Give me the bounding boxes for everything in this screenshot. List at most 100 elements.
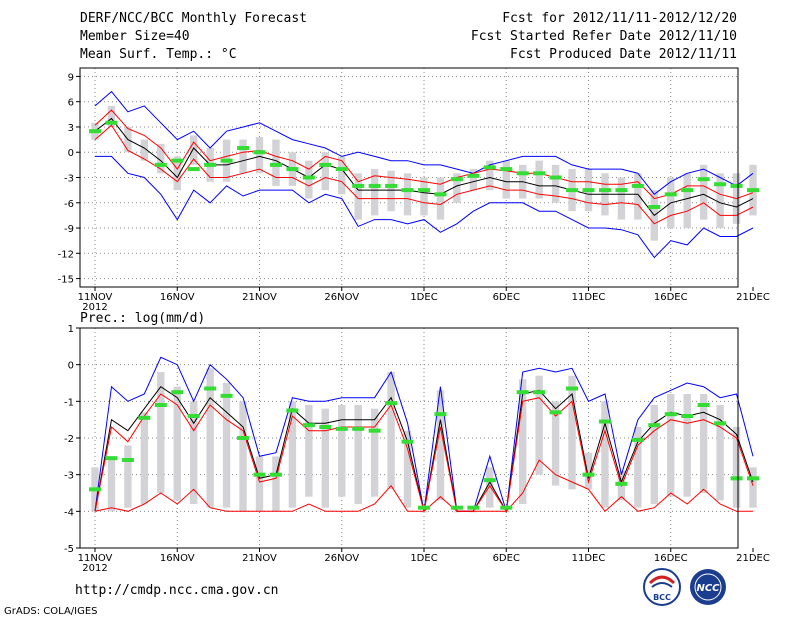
precip-xtick-label: 11NOV	[78, 553, 113, 564]
precip-spread-box	[683, 394, 691, 497]
precip-xtick-label: 21NOV	[242, 553, 277, 564]
precip-observed-marker	[187, 414, 200, 418]
precip-xtick-label: 6DEC	[493, 553, 520, 564]
temp-spread-box	[321, 152, 330, 191]
temp-observed-marker	[483, 165, 496, 170]
ncc-logo-text: NCC	[696, 583, 720, 594]
temp-spread-box	[338, 156, 346, 195]
temp-observed-marker	[631, 183, 644, 188]
precip-spread-box	[551, 401, 560, 486]
temp-spread-box	[699, 164, 708, 220]
precip-year-label: 2012	[82, 563, 107, 574]
precip-spread-box	[749, 467, 757, 508]
precip-observed-marker	[319, 425, 332, 429]
temp-observed-marker	[352, 183, 365, 188]
temp-observed-marker	[253, 150, 266, 155]
temp-spread-box	[469, 169, 478, 191]
temp-xtick-label: 11NOV	[78, 292, 113, 303]
precip-spread-box	[584, 452, 593, 490]
precip-spread-box	[338, 405, 346, 497]
temp-spread-box	[370, 169, 379, 216]
temp-observed-marker	[401, 188, 414, 193]
temp-observed-marker	[434, 192, 447, 197]
temp-observed-marker	[648, 204, 661, 209]
temp-spread-box	[107, 105, 116, 127]
temp-spread-box	[617, 177, 626, 220]
temp-spread-box	[535, 160, 543, 199]
precip-observed-marker	[286, 408, 299, 413]
temp-observed-marker	[385, 183, 398, 188]
precip-spread-box	[189, 401, 198, 504]
precip-spread-box	[206, 368, 214, 508]
temp-observed-marker	[89, 129, 101, 134]
precip-observed-marker	[138, 415, 151, 420]
temp-observed-marker	[467, 173, 480, 178]
temp-observed-marker	[237, 146, 250, 151]
temp-min-line	[95, 155, 754, 259]
precip-observed-marker	[664, 412, 677, 417]
precip-spread-box	[387, 372, 395, 490]
temp-observed-marker	[664, 192, 677, 197]
temp-observed-marker	[105, 120, 118, 125]
temp-spread-box	[436, 177, 445, 220]
precip-spread-box	[436, 390, 445, 501]
precip-observed-marker	[714, 421, 727, 426]
temp-lower-line	[94, 124, 754, 225]
chart-title: DERF/NCC/BCC Monthly Forecast	[80, 11, 307, 26]
precip-lower-line	[94, 459, 753, 513]
member-size-label: Member Size=40	[80, 29, 190, 44]
temp-observed-marker	[582, 188, 595, 193]
precip-spread-box	[321, 408, 330, 508]
precip-observed-marker	[154, 403, 167, 407]
temp-spread-box	[387, 170, 395, 212]
precip-observed-marker	[697, 403, 710, 407]
temp-observed-marker	[269, 162, 282, 167]
temp-observed-marker	[598, 188, 611, 193]
temp-xtick-label: 11DEC	[572, 292, 606, 303]
footer-url[interactable]: http://cmdp.ncc.cma.gov.cn	[75, 583, 279, 598]
temp-spread-box	[272, 139, 280, 186]
temp-xtick-label: 21DEC	[736, 292, 770, 303]
temp-observed-marker	[171, 158, 184, 163]
temp-spread-box	[403, 173, 412, 216]
temp-mean-line	[94, 117, 754, 217]
temp-ytick-label: -6	[64, 199, 74, 210]
temp-spread-box	[420, 177, 428, 216]
precip-observed-marker	[335, 426, 348, 431]
precip-ytick-label: 0	[68, 361, 74, 372]
temp-spread-box	[634, 173, 642, 220]
precip-ytick-label: -3	[64, 471, 74, 482]
precip-observed-marker	[467, 505, 480, 510]
precip-spread-box	[535, 375, 543, 475]
precip-observed-marker	[450, 505, 463, 510]
temp-xtick-label: 26NOV	[324, 292, 359, 303]
precip-spread-box	[568, 375, 576, 490]
precip-observed-marker	[483, 478, 496, 483]
temp-spread-box	[453, 173, 461, 203]
temp-spread-box	[173, 156, 181, 191]
temp-observed-marker	[747, 188, 759, 193]
precip-observed-marker	[681, 414, 694, 418]
temp-spread-box	[157, 143, 165, 174]
temp-ytick-label: -15	[58, 275, 74, 286]
temp-observed-marker	[681, 188, 694, 193]
temp-observed-marker	[697, 177, 710, 182]
temp-observed-marker	[516, 171, 529, 176]
temp-observed-marker	[500, 167, 513, 172]
precip-observed-marker	[582, 472, 595, 477]
precip-observed-marker	[434, 412, 447, 417]
temp-observed-marker	[302, 175, 315, 180]
precip-observed-marker	[368, 428, 381, 433]
precip-spread-box	[239, 401, 247, 512]
temp-observed-marker	[566, 188, 579, 193]
temp-spread-box	[255, 137, 264, 174]
precip-xtick-label: 1DEC	[410, 553, 437, 564]
precip-observed-marker	[401, 439, 414, 444]
temp-spread-box	[354, 173, 362, 220]
temp-xtick-label: 16DEC	[654, 292, 688, 303]
precip-spread-box	[157, 372, 165, 493]
temp-observed-marker	[714, 182, 727, 187]
temp-xtick-label: 6DEC	[493, 292, 520, 303]
